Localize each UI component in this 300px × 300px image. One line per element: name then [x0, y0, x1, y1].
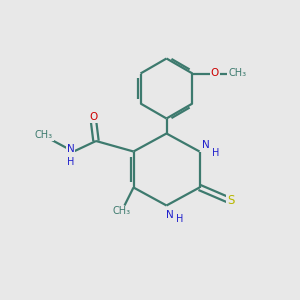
- Text: N: N: [166, 209, 173, 220]
- Text: CH₃: CH₃: [228, 68, 247, 79]
- Text: N: N: [202, 140, 209, 151]
- Text: CH₃: CH₃: [112, 206, 130, 217]
- Text: H: H: [212, 148, 220, 158]
- Text: O: O: [89, 112, 97, 122]
- Text: N: N: [67, 143, 74, 154]
- Text: O: O: [211, 68, 219, 79]
- Text: CH₃: CH₃: [34, 130, 52, 140]
- Text: H: H: [176, 214, 184, 224]
- Text: H: H: [67, 157, 74, 167]
- Text: S: S: [227, 194, 235, 208]
